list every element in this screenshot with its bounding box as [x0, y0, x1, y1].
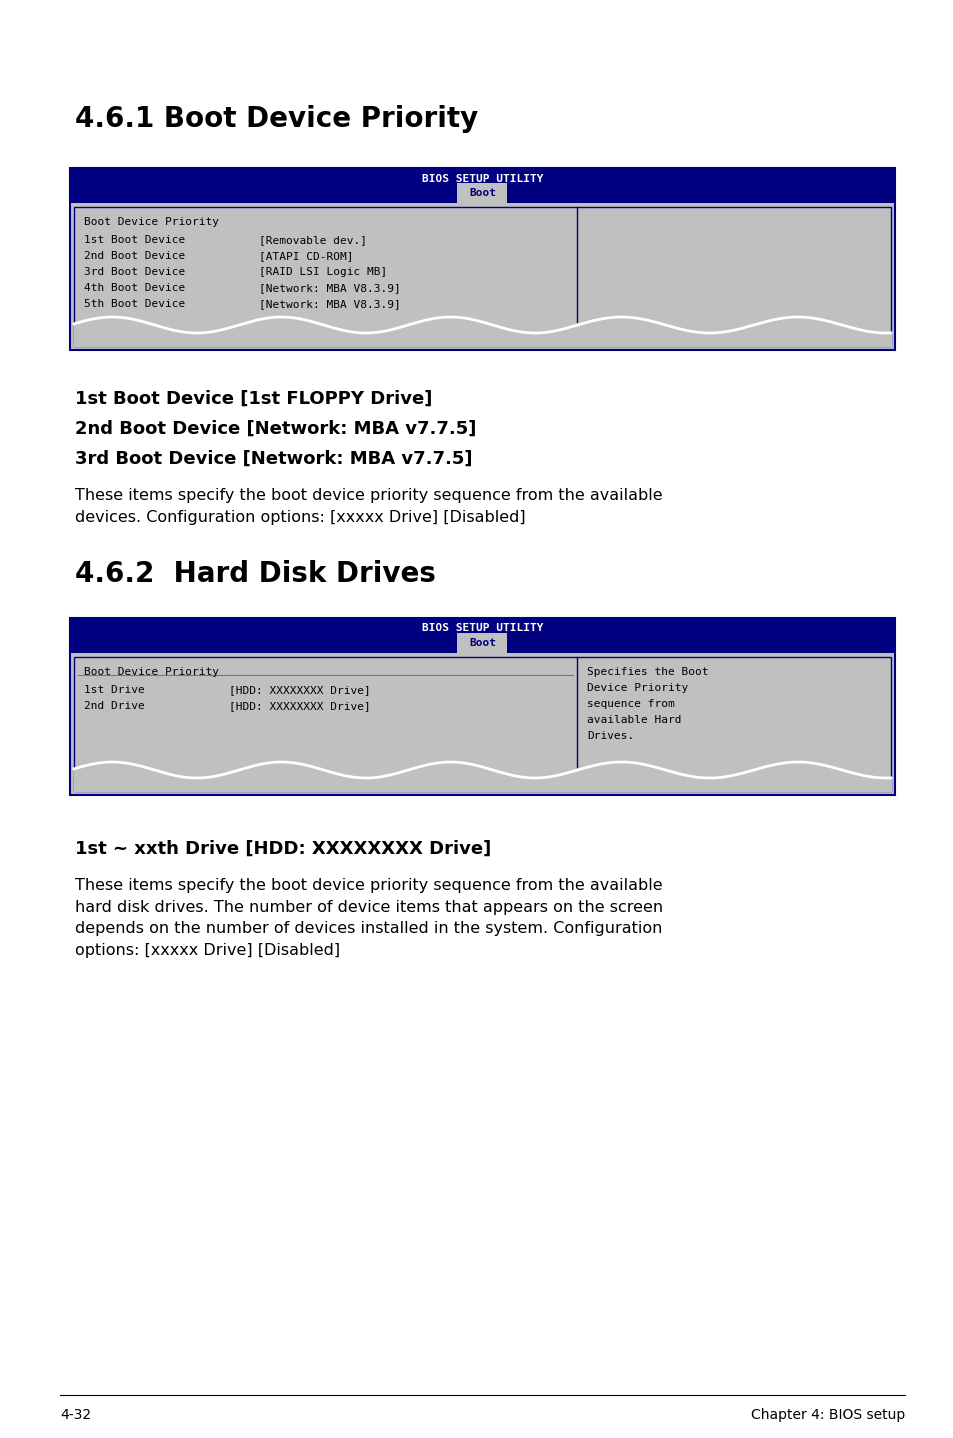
Text: 2nd Boot Device [Network: MBA v7.7.5]: 2nd Boot Device [Network: MBA v7.7.5] — [75, 420, 476, 439]
Text: [ATAPI CD-ROM]: [ATAPI CD-ROM] — [258, 252, 354, 262]
Text: 2nd Boot Device: 2nd Boot Device — [84, 252, 185, 262]
Text: Specifies the Boot: Specifies the Boot — [587, 667, 708, 677]
Bar — [74, 657, 890, 791]
Text: [RAID LSI Logic MB]: [RAID LSI Logic MB] — [258, 267, 387, 278]
Text: BIOS SETUP UTILITY: BIOS SETUP UTILITY — [421, 174, 542, 184]
Text: 4-32: 4-32 — [60, 1408, 91, 1422]
Text: Chapter 4: BIOS setup: Chapter 4: BIOS setup — [750, 1408, 904, 1422]
Text: 1st Boot Device [1st FLOPPY Drive]: 1st Boot Device [1st FLOPPY Drive] — [75, 390, 432, 408]
Bar — [70, 168, 894, 203]
Text: Device Priority: Device Priority — [587, 683, 688, 693]
Text: 1st Boot Device: 1st Boot Device — [84, 234, 185, 244]
Text: Boot Device Priority: Boot Device Priority — [84, 667, 219, 677]
Text: [HDD: XXXXXXXX Drive]: [HDD: XXXXXXXX Drive] — [229, 684, 371, 695]
Text: 2nd Drive: 2nd Drive — [84, 700, 145, 710]
Text: BIOS SETUP UTILITY: BIOS SETUP UTILITY — [421, 624, 542, 634]
Text: [HDD: XXXXXXXX Drive]: [HDD: XXXXXXXX Drive] — [229, 700, 371, 710]
Bar — [70, 618, 894, 795]
Text: These items specify the boot device priority sequence from the available
hard di: These items specify the boot device prio… — [75, 879, 662, 958]
Text: 3rd Boot Device [Network: MBA v7.7.5]: 3rd Boot Device [Network: MBA v7.7.5] — [75, 450, 472, 467]
Text: 3rd Boot Device: 3rd Boot Device — [84, 267, 185, 278]
Text: 5th Boot Device: 5th Boot Device — [84, 299, 185, 309]
Text: Boot: Boot — [469, 188, 496, 198]
Text: Boot Device Priority: Boot Device Priority — [84, 217, 219, 227]
Text: [Removable dev.]: [Removable dev.] — [258, 234, 367, 244]
Text: [Network: MBA V8.3.9]: [Network: MBA V8.3.9] — [258, 299, 400, 309]
Text: Drives.: Drives. — [587, 731, 634, 741]
Text: 1st Drive: 1st Drive — [84, 684, 145, 695]
Text: [Network: MBA V8.3.9]: [Network: MBA V8.3.9] — [258, 283, 400, 293]
Bar — [74, 207, 890, 347]
Bar — [457, 183, 507, 203]
Text: sequence from: sequence from — [587, 699, 675, 709]
Text: Boot: Boot — [469, 638, 496, 649]
Text: These items specify the boot device priority sequence from the available
devices: These items specify the boot device prio… — [75, 487, 662, 525]
Text: 4th Boot Device: 4th Boot Device — [84, 283, 185, 293]
Bar — [70, 618, 894, 653]
Text: 1st ~ xxth Drive [HDD: XXXXXXXX Drive]: 1st ~ xxth Drive [HDD: XXXXXXXX Drive] — [75, 840, 491, 858]
Bar — [70, 168, 894, 349]
Bar — [457, 633, 507, 653]
Text: available Hard: available Hard — [587, 715, 681, 725]
Text: 4.6.1 Boot Device Priority: 4.6.1 Boot Device Priority — [75, 105, 477, 132]
Text: 4.6.2  Hard Disk Drives: 4.6.2 Hard Disk Drives — [75, 559, 436, 588]
